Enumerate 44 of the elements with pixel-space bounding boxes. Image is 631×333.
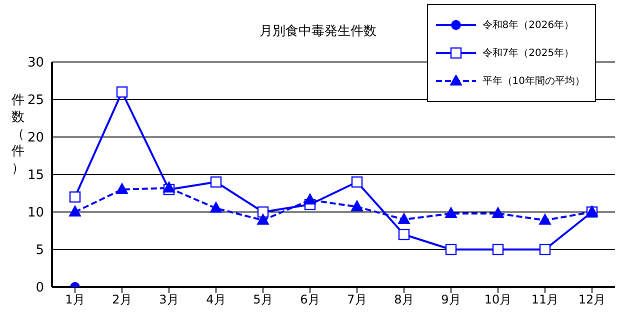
legend-label: 令和7年（2025年） (482, 46, 574, 60)
point (257, 206, 269, 218)
y-tick-label: 15 (27, 168, 44, 184)
y-tick-label: 0 (36, 280, 44, 296)
x-tick-label: 2月 (112, 292, 132, 307)
point (539, 214, 551, 225)
point (492, 244, 504, 256)
point (492, 207, 504, 218)
point (163, 182, 175, 192)
x-tick-label: 12月 (578, 292, 606, 307)
legend-label: 令和8年（2026年） (482, 18, 574, 32)
point (304, 194, 316, 204)
y-tick-label: 20 (27, 130, 44, 146)
legend-label: 平年（10年間の平均） (482, 75, 585, 88)
x-tick-label: 1月 (65, 292, 85, 307)
point (351, 176, 363, 188)
x-tick-label: 6月 (300, 292, 320, 307)
point (445, 207, 457, 218)
point (116, 183, 128, 194)
point (398, 228, 410, 240)
y-tick-label: 25 (27, 93, 44, 108)
x-tick-label: 7月 (347, 292, 367, 307)
x-tick-label: 8月 (394, 292, 414, 307)
x-tick-label: 3月 (159, 292, 179, 307)
y-tick-label: 30 (27, 56, 44, 71)
point (116, 86, 128, 98)
x-tick-label: 9月 (441, 292, 461, 307)
point (69, 206, 81, 216)
point (539, 244, 551, 256)
x-tick-label: 5月 (253, 292, 273, 307)
x-tick-label: 11月 (531, 292, 559, 307)
point (445, 244, 457, 256)
chart-title: 月別食中毒発生件数 (258, 23, 378, 40)
x-tick-label: 10月 (484, 292, 512, 307)
point (210, 202, 222, 213)
point (351, 200, 363, 212)
y-axis-title: 件数（件） (10, 92, 26, 177)
point (398, 213, 410, 224)
point (210, 176, 222, 188)
y-tick-label: 5 (36, 243, 44, 258)
x-tick-label: 4月 (206, 292, 226, 307)
point (257, 214, 269, 225)
y-tick-label: 10 (27, 206, 44, 221)
point (69, 191, 81, 203)
